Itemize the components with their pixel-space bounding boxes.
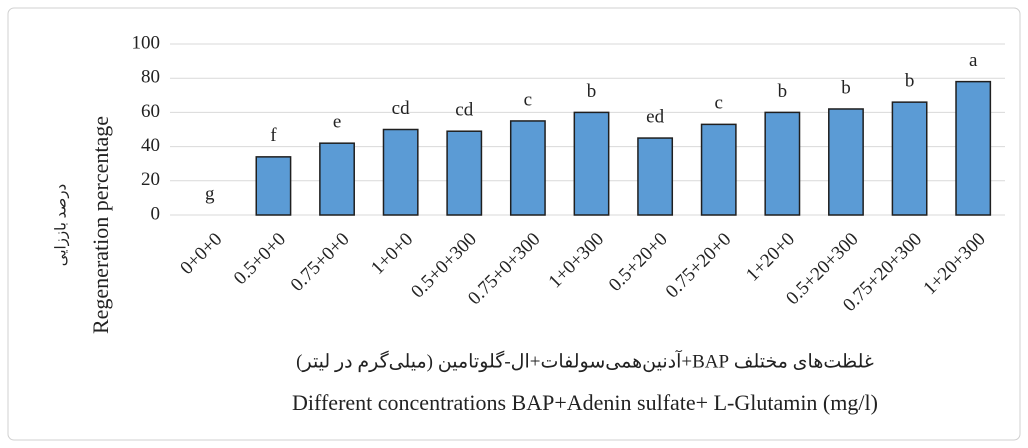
significance-letter: b bbox=[587, 81, 597, 102]
y-tick-label: 60 bbox=[141, 101, 160, 122]
bar bbox=[446, 130, 483, 216]
bar bbox=[382, 128, 419, 216]
significance-letter: e bbox=[333, 112, 341, 133]
y-tick-label: 0 bbox=[151, 203, 161, 224]
y-tick-label: 80 bbox=[141, 67, 160, 88]
bar bbox=[509, 120, 546, 216]
y-axis-label: Regeneration percentage bbox=[88, 116, 113, 334]
significance-letter: cd bbox=[392, 98, 410, 119]
y-tick-label: 20 bbox=[141, 169, 160, 190]
x-axis-label: Different concentrations BAP+Adenin sulf… bbox=[292, 390, 878, 415]
significance-letter: g bbox=[205, 183, 215, 204]
significance-letter: c bbox=[715, 93, 723, 114]
significance-letter: a bbox=[969, 50, 978, 71]
bar bbox=[637, 137, 674, 216]
bar bbox=[764, 111, 801, 216]
y-tick-label: 40 bbox=[141, 135, 160, 156]
significance-letter: ed bbox=[646, 106, 664, 127]
bar bbox=[891, 101, 928, 216]
bar bbox=[319, 142, 355, 216]
significance-letter: b bbox=[841, 77, 851, 98]
bar bbox=[255, 156, 292, 216]
y-tick-label: 100 bbox=[132, 32, 161, 53]
significance-letter: f bbox=[270, 125, 277, 146]
bar bbox=[955, 80, 992, 216]
bar bbox=[700, 123, 737, 216]
bar bbox=[573, 111, 610, 216]
bar bbox=[828, 108, 864, 216]
significance-letter: b bbox=[778, 81, 788, 102]
significance-letter: cd bbox=[455, 100, 473, 121]
significance-letter: b bbox=[905, 70, 915, 91]
y-axis-label-fa: درصد باززایی bbox=[53, 184, 69, 266]
x-axis-label-fa: غلظت‌های مختلف BAP+آدنین‌همی‌سولفات+ال-گ… bbox=[296, 349, 874, 372]
significance-letter: c bbox=[524, 89, 532, 110]
